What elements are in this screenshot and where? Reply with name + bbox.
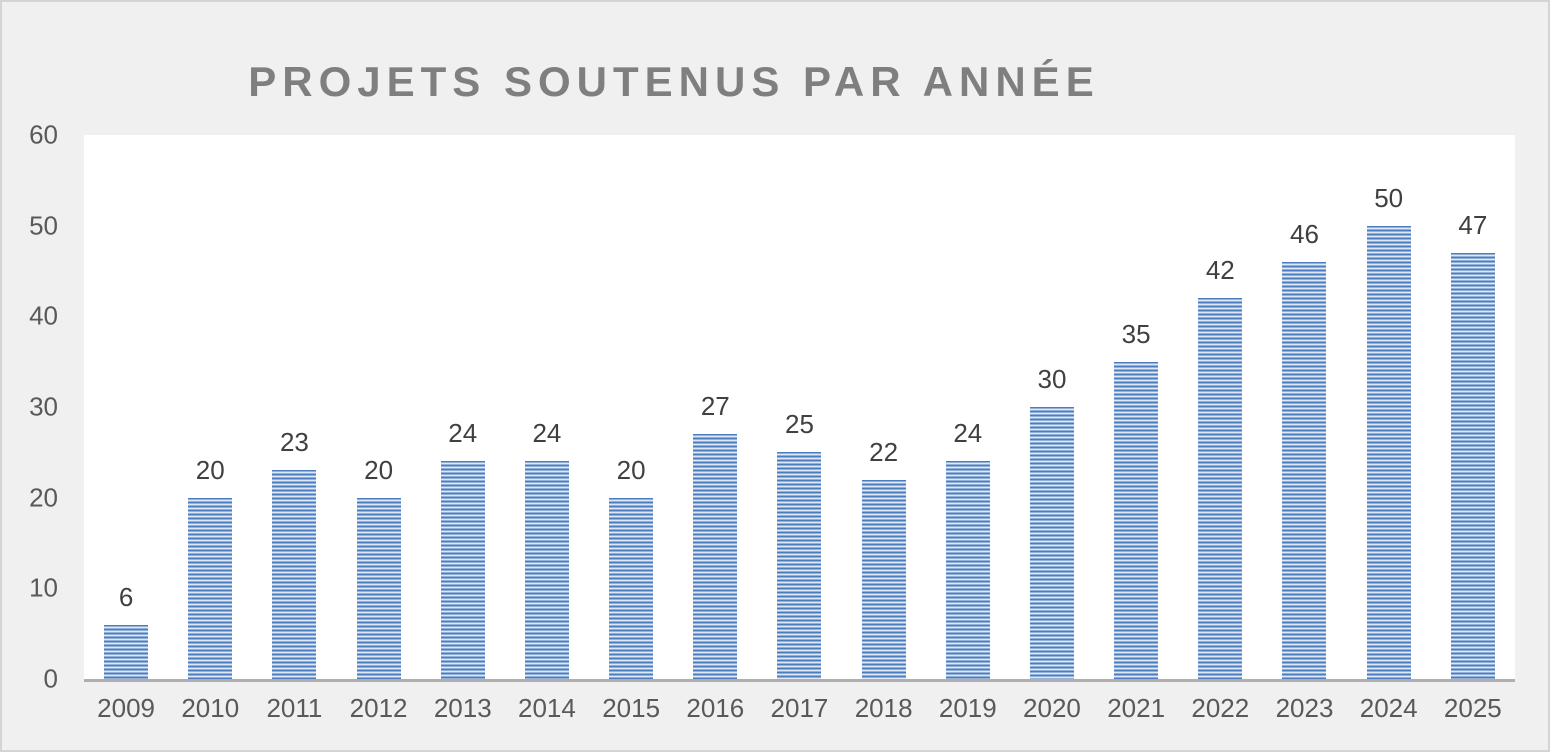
bar-2025 — [1450, 253, 1495, 679]
y-tick-label: 60 — [29, 119, 58, 150]
bar-slot: 20 — [337, 135, 421, 679]
plot-area: 6 20 23 20 24 24 20 27 25 22 24 30 35 42 46 50 47 — [84, 135, 1515, 682]
bar-value-label: 42 — [1205, 255, 1235, 285]
bar-2012 — [356, 498, 401, 679]
x-tick-label: 2020 — [1023, 693, 1081, 723]
x-axis: 2009 2010 2011 2012 2013 2014 2015 2016 2017 2018… — [84, 693, 1515, 724]
bar-2015 — [609, 498, 654, 679]
bar-value-label: 35 — [1121, 319, 1151, 349]
bar-2022 — [1198, 298, 1243, 679]
bar-2020 — [1029, 407, 1074, 679]
bar-2009 — [104, 625, 149, 679]
bar-value-label: 22 — [869, 437, 899, 467]
bar-value-label: 20 — [195, 455, 225, 485]
x-tick-label: 2018 — [854, 693, 913, 723]
bar-2017 — [777, 452, 822, 679]
bar-value-label: 25 — [784, 409, 814, 439]
bar-2016 — [693, 434, 738, 679]
bar-slot: 24 — [926, 135, 1010, 679]
chart-title: PROJETS SOUTENUS PAR ANNÉE — [248, 58, 1100, 105]
bar-2021 — [1114, 362, 1159, 679]
bar-value-label: 46 — [1290, 219, 1319, 249]
bar-2011 — [272, 470, 317, 679]
x-tick-label: 2012 — [349, 693, 408, 723]
x-tick-label: 2013 — [433, 693, 492, 723]
bar-value-label: 20 — [616, 455, 646, 485]
bar-slot: 47 — [1431, 135, 1515, 679]
y-tick-label: 20 — [29, 482, 58, 513]
bar-value-label: 27 — [700, 391, 730, 421]
bar-value-label: 50 — [1374, 183, 1404, 213]
bar-value-label: 23 — [279, 427, 309, 457]
x-tick-label: 2017 — [770, 693, 829, 723]
bar-2023 — [1282, 262, 1327, 679]
bar-value-label: 6 — [118, 582, 134, 612]
bar-slot: 27 — [673, 135, 757, 679]
y-axis: 0 10 20 30 40 50 60 — [2, 2, 62, 750]
bar-2010 — [188, 498, 233, 679]
bar-slot: 24 — [505, 135, 589, 679]
bar-2014 — [524, 461, 569, 679]
x-tick-label: 2025 — [1443, 693, 1502, 723]
bar-slot: 23 — [252, 135, 336, 679]
bar-slot: 25 — [757, 135, 841, 679]
bar-2018 — [861, 480, 906, 679]
bar-slot: 20 — [589, 135, 673, 679]
y-tick-label: 30 — [29, 391, 58, 422]
bar-slot: 24 — [421, 135, 505, 679]
bar-2024 — [1366, 226, 1411, 679]
x-tick-label: 2009 — [97, 693, 155, 723]
x-tick-label: 2021 — [1107, 693, 1166, 723]
x-tick-label: 2010 — [181, 693, 240, 723]
x-tick-label: 2015 — [602, 693, 661, 723]
bar-value-label: 24 — [448, 418, 478, 448]
y-tick-label: 10 — [29, 572, 58, 603]
bar-2013 — [440, 461, 485, 679]
x-tick-label: 2022 — [1191, 693, 1250, 723]
x-tick-label: 2024 — [1359, 693, 1418, 723]
x-tick-label: 2011 — [266, 693, 323, 723]
bar-slot: 6 — [84, 135, 168, 679]
bar-slot: 30 — [1010, 135, 1094, 679]
bar-value-label: 47 — [1458, 210, 1488, 240]
bar-slot: 35 — [1094, 135, 1178, 679]
x-tick-label: 2023 — [1275, 693, 1334, 723]
x-tick-label: 2019 — [938, 693, 997, 723]
bar-2019 — [945, 461, 990, 679]
x-tick-label: 2016 — [686, 693, 745, 723]
bar-value-label: 30 — [1037, 364, 1067, 394]
y-tick-label: 0 — [43, 663, 58, 694]
y-tick-label: 50 — [29, 210, 58, 241]
bar-value-label: 24 — [532, 418, 562, 448]
bar-value-label: 20 — [364, 455, 394, 485]
bar-slot: 50 — [1347, 135, 1431, 679]
bar-slot: 46 — [1262, 135, 1346, 679]
bar-slot: 20 — [168, 135, 252, 679]
x-tick-label: 2014 — [518, 693, 576, 723]
bar-value-label: 24 — [953, 418, 983, 448]
y-tick-label: 40 — [29, 300, 58, 331]
bar-slot: 42 — [1178, 135, 1262, 679]
bar-slot: 22 — [842, 135, 926, 679]
